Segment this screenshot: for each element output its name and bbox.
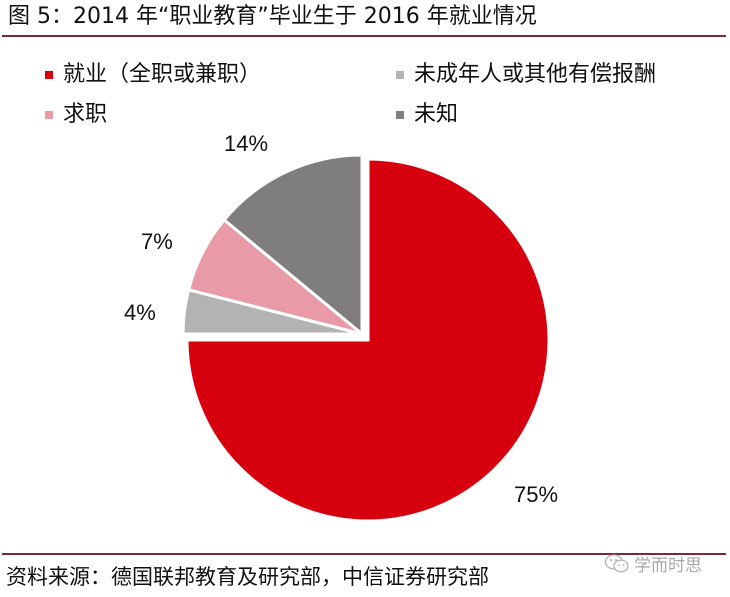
legend-item-job-seeking: 求职 [45,100,107,130]
data-label-unknown: 14% [224,131,269,156]
legend-item-employed: 就业（全职或兼职） [45,60,261,90]
chart-title: 图 5：2014 年“职业教育”毕业生于 2016 年就业情况 [8,4,537,29]
title-divider [2,35,726,37]
source-note: 资料来源：德国联邦教育及研究部，中信证券研究部 [6,565,489,589]
legend-swatch-unknown [396,111,404,119]
legend-item-minor-other: 未成年人或其他有偿报酬 [396,60,656,90]
legend-label-job-seeking: 求职 [63,102,108,127]
legend-item-unknown: 未知 [396,100,458,130]
pie-slice-unknown [221,153,364,338]
legend-swatch-minor-other [396,71,404,79]
legend-label-minor-other: 未成年人或其他有偿报酬 [414,62,657,87]
data-label-employed: 75% [514,482,559,507]
wechat-icon [604,553,629,572]
legend-swatch-employed [45,71,53,79]
data-label-job-seeking: 7% [141,229,173,254]
legend-label-unknown: 未知 [414,102,459,127]
legend-label-employed: 就业（全职或兼职） [63,62,262,87]
watermark: 学而时思 [604,551,702,576]
pie-slice-minor-other [181,287,363,336]
data-label-minor-other: 4% [124,300,156,325]
legend-swatch-job-seeking [45,111,53,119]
pie-slice-employed [185,157,551,523]
watermark-text: 学而时思 [634,556,702,576]
source-divider [2,553,726,555]
